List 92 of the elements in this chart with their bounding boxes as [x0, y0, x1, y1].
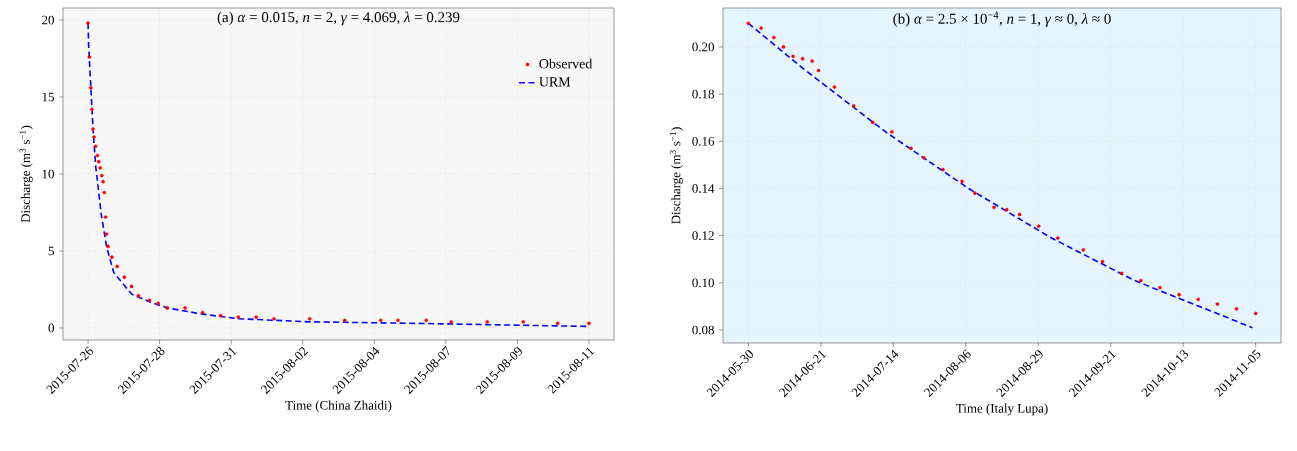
- point: [521, 320, 526, 324]
- point: [871, 120, 875, 125]
- point: [98, 166, 103, 170]
- point: [922, 156, 926, 160]
- point: [1100, 259, 1105, 264]
- legend-label: Observed: [539, 58, 593, 69]
- point: [86, 21, 90, 25]
- point: [90, 107, 94, 112]
- point: [254, 315, 258, 320]
- y-axis-title: Discharge (m$^{3}$ s$^{−1}$): [669, 127, 683, 224]
- point: [106, 244, 110, 249]
- point: [992, 205, 996, 210]
- point: [103, 215, 108, 219]
- point: [110, 255, 114, 259]
- point: [342, 318, 347, 323]
- point: [810, 59, 814, 63]
- point: [960, 179, 964, 184]
- point: [236, 315, 241, 320]
- y-tick-label: 10: [42, 169, 54, 179]
- point: [89, 85, 93, 90]
- point: [832, 85, 837, 89]
- point: [941, 167, 945, 172]
- point: [424, 318, 428, 323]
- point: [890, 130, 894, 134]
- x-axis-title: Time (Italy Lupa): [956, 403, 1048, 416]
- point: [1253, 311, 1258, 316]
- y-tick-label: 0.08: [692, 325, 714, 335]
- point: [449, 320, 454, 324]
- point: [200, 310, 205, 315]
- point: [781, 45, 786, 49]
- point: [115, 264, 119, 269]
- point: [378, 318, 383, 323]
- point: [1196, 297, 1201, 302]
- point: [1139, 278, 1143, 283]
- point: [1158, 285, 1162, 290]
- point: [156, 301, 160, 306]
- point: [1119, 271, 1124, 276]
- point: [587, 321, 591, 326]
- point: [746, 21, 751, 26]
- y-tick-label: 0.18: [692, 89, 714, 99]
- point: [92, 135, 96, 139]
- y-axis-title: Discharge (m$^{3}$ s$^{−1}$): [19, 125, 33, 223]
- y-tick-label: 15: [42, 92, 54, 102]
- y-tick-label: 0.20: [692, 42, 714, 52]
- point: [485, 320, 490, 324]
- point: [93, 144, 98, 149]
- point: [165, 306, 170, 310]
- point: [136, 293, 141, 298]
- point: [101, 179, 105, 184]
- point: [555, 321, 560, 326]
- point: [1056, 236, 1060, 240]
- point: [1036, 224, 1041, 229]
- point: [272, 316, 276, 321]
- y-tick-label: 0: [48, 323, 54, 333]
- point: [800, 56, 805, 61]
- point: [100, 173, 104, 178]
- point: [87, 55, 92, 59]
- point: [307, 316, 312, 321]
- point: [973, 191, 977, 195]
- point: [1177, 292, 1181, 297]
- point: [1234, 306, 1239, 311]
- point: [1215, 302, 1220, 306]
- y-tick-label: 0.12: [692, 231, 714, 241]
- point: [816, 68, 821, 73]
- point: [129, 284, 134, 289]
- point: [909, 146, 913, 151]
- point: [147, 298, 152, 303]
- x-axis-title: Time (China Zhaidi): [285, 400, 392, 413]
- y-tick-label: 0.14: [692, 184, 715, 193]
- point: [851, 104, 856, 108]
- point: [396, 318, 400, 323]
- point: [95, 153, 100, 158]
- point: [183, 306, 187, 310]
- chart-title: (b) α = 2.5 × 10$^{−4}$, n = 1, γ ≈ 0, λ ≈ 0: [893, 11, 1111, 27]
- point: [219, 313, 223, 318]
- point: [759, 26, 763, 30]
- point: [1081, 248, 1086, 252]
- y-tick-label: 20: [42, 15, 54, 25]
- point: [104, 232, 109, 236]
- point: [102, 190, 107, 195]
- y-tick-label: 0.10: [692, 278, 714, 288]
- point: [122, 275, 127, 279]
- legend-label: URM: [539, 77, 571, 87]
- point: [1017, 212, 1022, 217]
- chart-title: (a) α = 0.015, n = 2, γ = 4.069, λ = 0.239: [217, 11, 460, 26]
- point: [91, 127, 95, 132]
- point: [791, 54, 795, 59]
- y-tick-label: 0.16: [692, 136, 715, 146]
- point: [96, 159, 101, 164]
- y-tick-label: 5: [48, 246, 54, 256]
- point: [1005, 207, 1009, 212]
- point: [772, 35, 776, 40]
